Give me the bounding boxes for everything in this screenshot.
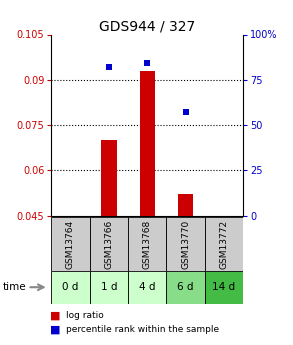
Text: GSM13766: GSM13766: [104, 219, 113, 269]
Bar: [205, 217, 243, 271]
Text: 6 d: 6 d: [177, 282, 194, 292]
Text: GSM13764: GSM13764: [66, 219, 75, 269]
Bar: [178, 195, 193, 216]
Bar: [128, 271, 166, 304]
Text: 4 d: 4 d: [139, 282, 156, 292]
Bar: [90, 217, 128, 271]
Bar: [90, 271, 128, 304]
Text: ■: ■: [50, 325, 60, 334]
Text: ■: ■: [50, 311, 60, 321]
Text: 0 d: 0 d: [62, 282, 79, 292]
Bar: [101, 140, 117, 216]
Text: percentile rank within the sample: percentile rank within the sample: [66, 325, 219, 334]
Text: GSM13772: GSM13772: [219, 219, 229, 269]
Text: 1 d: 1 d: [100, 282, 117, 292]
Text: 14 d: 14 d: [212, 282, 236, 292]
Bar: [166, 217, 205, 271]
Text: log ratio: log ratio: [66, 311, 104, 320]
Bar: [205, 271, 243, 304]
Bar: [128, 217, 166, 271]
Title: GDS944 / 327: GDS944 / 327: [99, 19, 195, 33]
Text: GSM13770: GSM13770: [181, 219, 190, 269]
Bar: [139, 71, 155, 216]
Text: time: time: [3, 282, 27, 292]
Bar: [51, 271, 90, 304]
Bar: [166, 271, 205, 304]
Bar: [51, 217, 90, 271]
Text: GSM13768: GSM13768: [143, 219, 152, 269]
